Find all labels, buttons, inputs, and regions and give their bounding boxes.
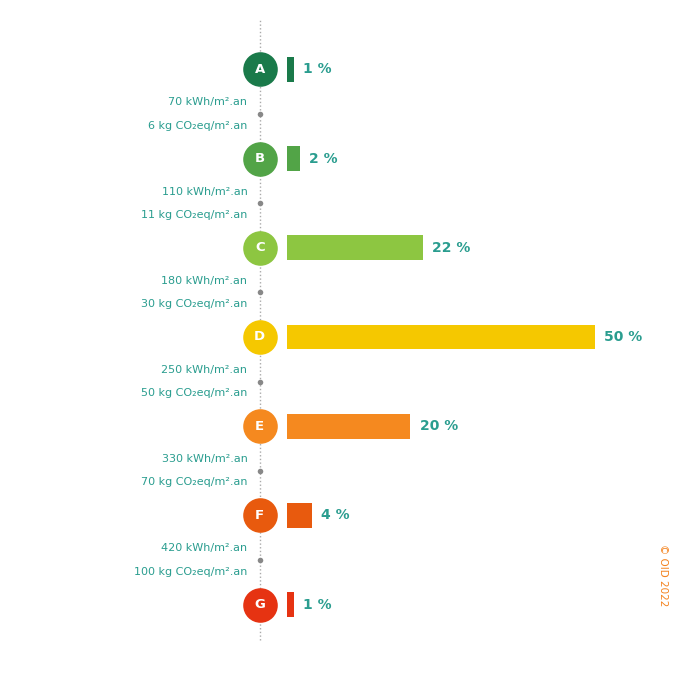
Bar bbox=[288, 146, 300, 171]
Text: D: D bbox=[254, 330, 265, 344]
Text: 1 %: 1 % bbox=[303, 598, 331, 612]
Text: 420 kWh/m².an: 420 kWh/m².an bbox=[161, 543, 248, 553]
Text: F: F bbox=[255, 509, 265, 522]
Point bbox=[254, 153, 265, 164]
Text: B: B bbox=[254, 152, 265, 165]
Text: 11 kg CO₂eq/m².an: 11 kg CO₂eq/m².an bbox=[141, 210, 248, 220]
Text: 110 kWh/m².an: 110 kWh/m².an bbox=[162, 187, 248, 197]
Text: 70 kg CO₂eq/m².an: 70 kg CO₂eq/m².an bbox=[141, 477, 248, 487]
Point bbox=[254, 421, 265, 431]
Text: E: E bbox=[255, 420, 265, 433]
Text: 70 kWh/m².an: 70 kWh/m².an bbox=[169, 97, 248, 107]
Point bbox=[254, 332, 265, 342]
Text: A: A bbox=[254, 63, 265, 75]
Text: 100 kg CO₂eq/m².an: 100 kg CO₂eq/m².an bbox=[134, 567, 248, 577]
Text: © OID 2022: © OID 2022 bbox=[658, 544, 668, 607]
Text: 250 kWh/m².an: 250 kWh/m².an bbox=[161, 365, 248, 375]
Point bbox=[254, 243, 265, 253]
Text: 180 kWh/m².an: 180 kWh/m².an bbox=[161, 276, 248, 286]
Bar bbox=[288, 57, 294, 82]
Text: 1 %: 1 % bbox=[303, 62, 331, 76]
Text: C: C bbox=[255, 241, 265, 254]
Text: 6 kg CO₂eq/m².an: 6 kg CO₂eq/m².an bbox=[148, 121, 248, 131]
Text: 30 kg CO₂eq/m².an: 30 kg CO₂eq/m².an bbox=[141, 299, 248, 309]
Point bbox=[254, 599, 265, 610]
Text: G: G bbox=[254, 599, 265, 611]
Bar bbox=[288, 235, 423, 260]
Text: 50 %: 50 % bbox=[605, 330, 643, 344]
Point bbox=[254, 64, 265, 75]
Text: 4 %: 4 % bbox=[321, 508, 350, 522]
Bar bbox=[288, 414, 411, 439]
Text: 2 %: 2 % bbox=[309, 152, 337, 166]
Text: 22 %: 22 % bbox=[432, 241, 471, 255]
Text: 330 kWh/m².an: 330 kWh/m².an bbox=[162, 454, 248, 464]
Text: 50 kg CO₂eq/m².an: 50 kg CO₂eq/m².an bbox=[141, 388, 248, 398]
Text: 20 %: 20 % bbox=[420, 419, 458, 433]
Bar bbox=[288, 324, 595, 350]
Bar bbox=[288, 503, 312, 528]
Point bbox=[254, 510, 265, 521]
Bar bbox=[288, 592, 294, 617]
